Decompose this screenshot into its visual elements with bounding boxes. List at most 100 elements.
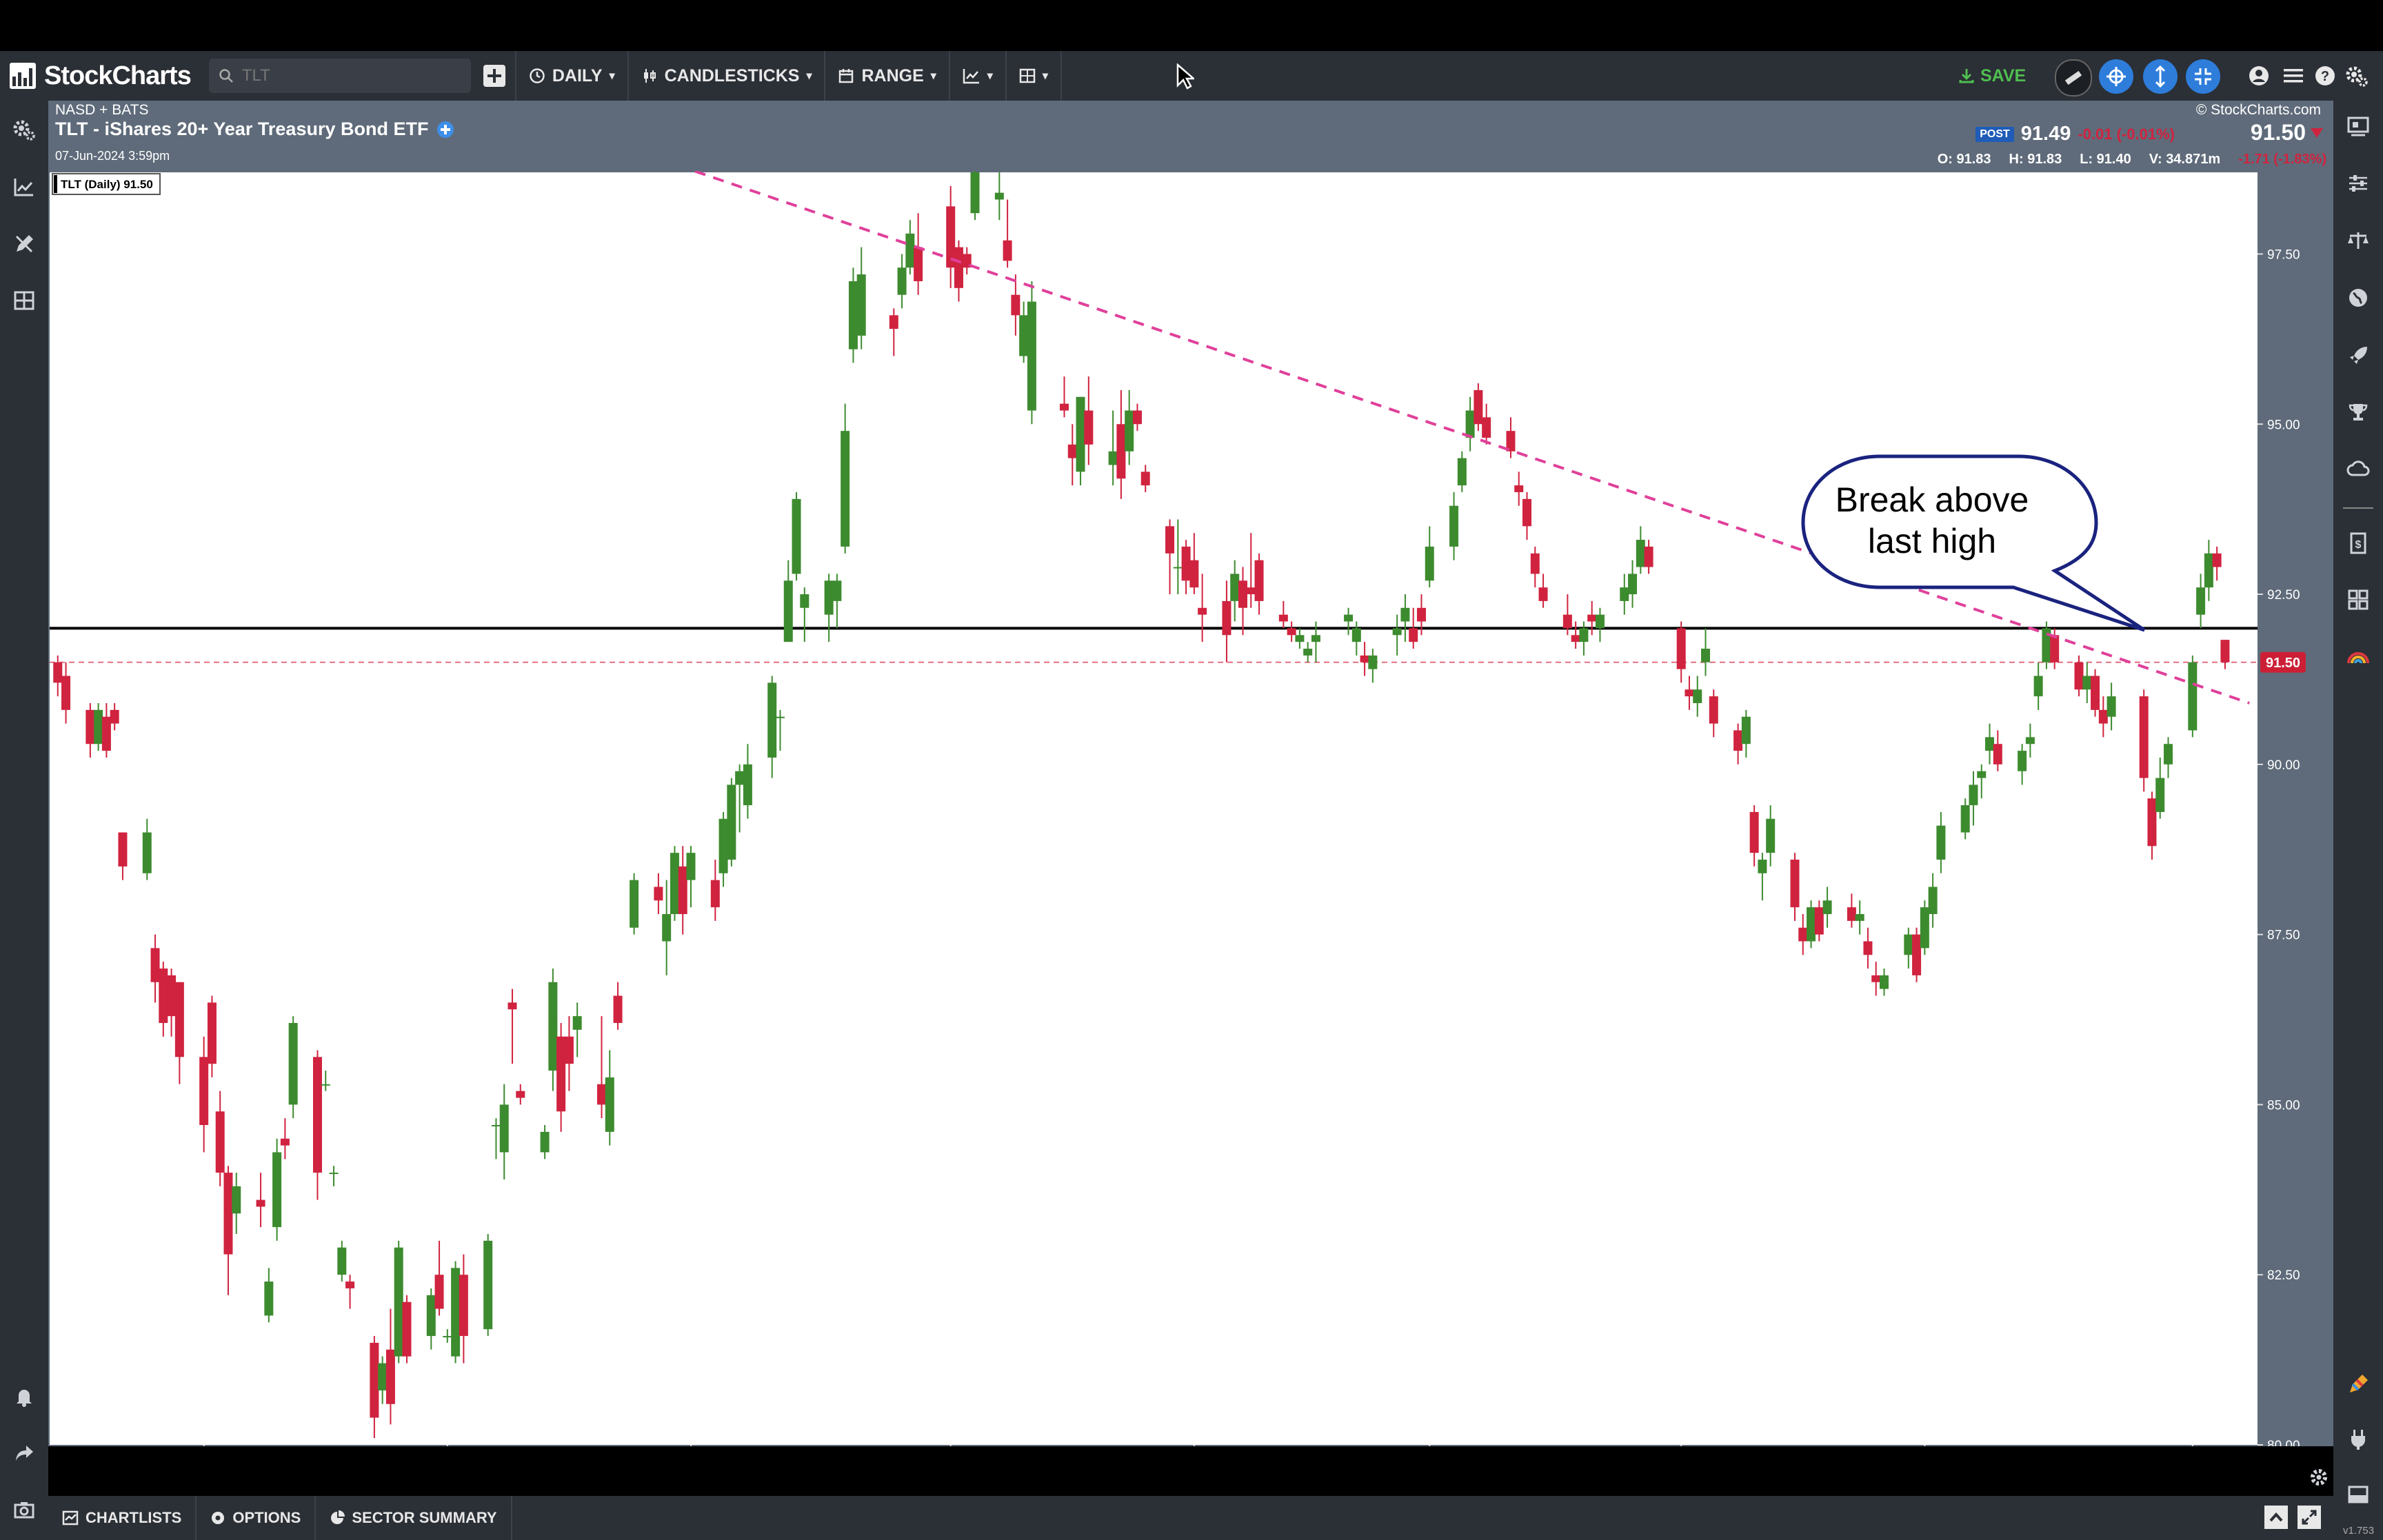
launch-button[interactable] — [2344, 342, 2372, 369]
chart-header: NASD + BATS TLT - iShares 20+ Year Treas… — [48, 101, 2333, 171]
trophy-icon — [2349, 404, 2368, 421]
candle-body — [1571, 635, 1580, 642]
cloud-button[interactable] — [2344, 455, 2372, 483]
candle-body — [499, 1104, 509, 1153]
snapshot-button[interactable] — [10, 1496, 38, 1523]
widgets-icon — [2348, 589, 2369, 610]
search-input[interactable] — [240, 65, 450, 86]
trend-chart-icon — [14, 179, 33, 196]
candle-body — [1579, 628, 1589, 642]
candle-body — [1165, 526, 1175, 554]
account-button[interactable] — [2245, 62, 2273, 90]
settings-button[interactable] — [2343, 62, 2371, 90]
add-plus-circle-icon[interactable] — [436, 121, 454, 139]
rocket-icon — [2350, 347, 2367, 364]
candle-body — [1644, 546, 1653, 567]
chart-styles-button[interactable] — [10, 173, 38, 201]
candle-body — [564, 1036, 574, 1064]
candle-body — [1863, 941, 1873, 955]
candle-body — [1522, 498, 1532, 527]
scales-button[interactable] — [2344, 227, 2372, 255]
sliders-button[interactable] — [2344, 170, 2372, 197]
fullscreen-button[interactable] — [2186, 59, 2220, 94]
candle-body — [61, 676, 71, 710]
candle-body — [394, 1247, 403, 1357]
chart-settings-button[interactable] — [10, 116, 38, 143]
menu-button[interactable] — [2280, 62, 2307, 90]
candle-body — [2139, 696, 2149, 778]
y-tick-label: 90.00 — [2267, 758, 2300, 773]
candle-body — [613, 995, 623, 1023]
candle-body — [1685, 689, 1694, 697]
callout-text: Break above last high — [1836, 480, 2029, 560]
candle-body — [1189, 560, 1199, 588]
candle-body — [1928, 886, 1938, 915]
candle-body — [792, 498, 801, 574]
ohlcv-row: O: 91.83 H: 91.83 L: 91.40 V: 34.871m -1… — [1938, 152, 2326, 168]
symbol-search[interactable] — [208, 59, 471, 93]
price-chart[interactable]: 97.50 95.00 92.50 90.00 87.50 85.00 82.50 80.00… — [48, 157, 2333, 1488]
alerts-button[interactable] — [10, 1383, 38, 1410]
vertical-line-button[interactable] — [2143, 59, 2178, 94]
symbol-legend: TLT (Daily) 91.50 — [52, 173, 161, 195]
chart-type-dropdown[interactable]: CANDLESTICKS ▾ — [629, 51, 826, 101]
chart-settings-gear[interactable] — [2309, 1467, 2329, 1491]
add-chart-button[interactable] — [479, 61, 510, 91]
chartlists-button[interactable]: CHARTLISTS — [48, 1496, 197, 1540]
indicators-dropdown[interactable]: ▾ — [950, 51, 1007, 101]
candle-body — [451, 1268, 461, 1357]
ticker-cto-button[interactable] — [2344, 113, 2372, 141]
candle-body — [1238, 580, 1247, 608]
drawing-tools-button[interactable] — [2055, 59, 2092, 97]
legend-swatch — [54, 175, 57, 193]
callout-bubble — [1801, 454, 2146, 632]
candle-body — [767, 682, 777, 758]
expand-button[interactable] — [2297, 1506, 2321, 1529]
candle-body — [1709, 696, 1718, 724]
candle-body — [370, 1342, 379, 1418]
candle-body — [2050, 635, 2060, 662]
save-button[interactable]: SAVE — [1958, 51, 2026, 101]
annotation-tools-button[interactable] — [10, 230, 38, 258]
layout-dropdown[interactable]: ▾ — [1007, 51, 1062, 101]
color-tools-button[interactable] — [2344, 1370, 2372, 1398]
gear-icon — [2311, 1469, 2327, 1486]
candle-body — [288, 1022, 298, 1105]
candle-body — [2107, 696, 2116, 717]
sector-summary-button[interactable]: SECTOR SUMMARY — [316, 1496, 512, 1540]
candle-body — [1230, 574, 1240, 601]
y-tick-label: 97.50 — [2267, 247, 2300, 262]
y-tick-label: 87.50 — [2267, 929, 2300, 943]
candle-body — [312, 1057, 322, 1173]
candle-body — [1449, 505, 1459, 547]
panel-button[interactable] — [2344, 1481, 2372, 1508]
candle-body — [443, 1336, 452, 1338]
period-dropdown[interactable]: DAILY ▾ — [514, 51, 629, 101]
help-button[interactable]: ? — [2311, 62, 2339, 90]
candle-body — [2082, 676, 2092, 690]
candle-body — [378, 1363, 388, 1391]
candle-body — [605, 1077, 614, 1132]
range-dropdown[interactable]: RANGE ▾ — [825, 51, 950, 101]
share-button[interactable] — [10, 1439, 38, 1467]
title-row: TLT - iShares 20+ Year Treasury Bond ETF — [55, 119, 454, 140]
logo[interactable]: StockCharts — [0, 51, 202, 101]
trophy-button[interactable] — [2344, 398, 2372, 426]
candle-body — [2212, 553, 2222, 567]
candle-body — [556, 1036, 566, 1112]
candle-body — [1311, 635, 1320, 642]
left-sidebar — [0, 101, 48, 1540]
sentiment-gauge-button[interactable] — [2344, 642, 2372, 670]
markets-button[interactable] — [2344, 284, 2372, 312]
notes-button[interactable]: $ — [2344, 529, 2372, 557]
collapse-panel-button[interactable] — [2264, 1506, 2288, 1529]
downtrend-line — [658, 157, 2250, 705]
widgets-button[interactable] — [2344, 586, 2372, 614]
options-button[interactable]: OPTIONS — [197, 1496, 316, 1540]
crosshair-button[interactable] — [2099, 59, 2133, 94]
candle-body — [491, 1125, 501, 1127]
candle-body — [2091, 676, 2100, 710]
plugin-button[interactable] — [2344, 1426, 2372, 1453]
sector-summary-label: SECTOR SUMMARY — [352, 1509, 497, 1526]
layout-button[interactable] — [10, 287, 38, 314]
